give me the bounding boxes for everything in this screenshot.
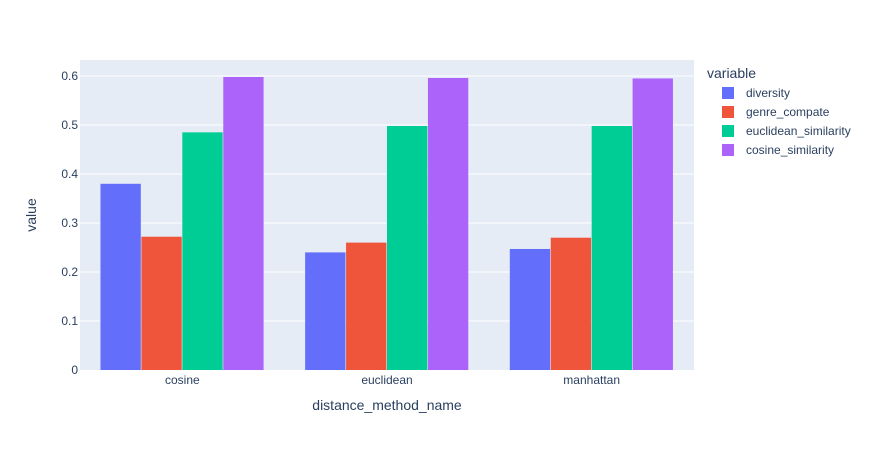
legend-label: genre_compate — [746, 105, 830, 119]
x-tick-labels: cosine euclidean manhattan — [165, 373, 620, 387]
bar-genre_compate-euclidean — [346, 242, 387, 370]
legend-item[interactable]: euclidean_similarity — [722, 124, 851, 138]
legend-swatch — [722, 87, 734, 99]
bar-diversity-manhattan — [509, 248, 551, 370]
bar-euclidean_similarity-cosine — [182, 132, 223, 370]
legend-label: cosine_similarity — [746, 143, 834, 157]
legend-swatch — [722, 106, 734, 118]
x-tick-label: cosine — [165, 373, 200, 387]
y-tick-label: 0.4 — [61, 167, 78, 181]
x-tick-label: manhattan — [563, 373, 620, 387]
y-tick-label: 0.5 — [61, 118, 78, 132]
legend-swatch — [722, 144, 734, 156]
bars — [100, 76, 673, 371]
legend-item[interactable]: diversity — [722, 86, 790, 100]
y-tick-label: 0.2 — [61, 265, 78, 279]
legend-label: euclidean_similarity — [746, 124, 851, 138]
bar-euclidean_similarity-manhattan — [591, 125, 632, 370]
legend-item[interactable]: genre_compate — [722, 105, 830, 119]
bar-genre_compate-manhattan — [550, 237, 592, 370]
y-tick-label: 0 — [71, 363, 78, 377]
legend-item[interactable]: cosine_similarity — [722, 143, 834, 157]
legend-title: variable — [707, 65, 756, 81]
y-tick-label: 0.6 — [61, 69, 78, 83]
legend-label: diversity — [746, 86, 790, 100]
bar-euclidean_similarity-euclidean — [387, 125, 428, 370]
legend-swatch — [722, 125, 734, 137]
bar-diversity-euclidean — [305, 252, 346, 370]
y-axis-title: value — [23, 198, 39, 232]
y-tick-labels: 0 0.1 0.2 0.3 0.4 0.5 0.6 — [61, 69, 78, 377]
bar-genre_compate-cosine — [141, 236, 182, 370]
x-tick-label: euclidean — [361, 373, 412, 387]
bar-cosine_similarity-cosine — [223, 76, 264, 370]
bar-cosine_similarity-manhattan — [632, 78, 673, 370]
y-tick-label: 0.1 — [61, 314, 78, 328]
x-axis-title: distance_method_name — [312, 397, 462, 413]
bar-cosine_similarity-euclidean — [427, 77, 469, 371]
bar-diversity-cosine — [100, 183, 141, 370]
legend: variable diversity genre_compate euclidean… — [707, 65, 851, 157]
y-tick-label: 0.3 — [61, 216, 78, 230]
